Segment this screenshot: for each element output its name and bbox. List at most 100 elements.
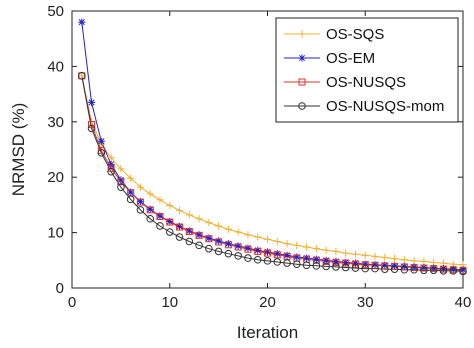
data-point <box>342 259 350 267</box>
data-point <box>410 257 418 265</box>
data-point <box>430 264 438 272</box>
x-tick-label: 40 <box>455 294 472 311</box>
legend-marker <box>298 54 306 62</box>
data-point <box>283 240 291 248</box>
data-point <box>273 251 281 259</box>
data-point <box>234 252 242 260</box>
data-point <box>107 154 115 162</box>
data-point <box>224 249 233 258</box>
data-point <box>234 228 242 236</box>
data-point <box>263 248 272 256</box>
y-tick-label: 20 <box>47 169 64 186</box>
legend-label: OS-NUSQS-mom <box>326 98 444 115</box>
data-point <box>117 176 125 184</box>
data-point <box>146 214 154 223</box>
data-point <box>361 260 369 268</box>
data-point <box>107 164 115 172</box>
data-point <box>224 225 232 233</box>
data-point <box>166 218 174 226</box>
legend-entry: OS-EM <box>284 50 375 67</box>
data-point <box>351 250 360 258</box>
data-point <box>322 256 330 264</box>
data-point <box>175 233 184 241</box>
data-point <box>127 188 135 196</box>
data-point <box>156 222 164 230</box>
data-point <box>322 257 330 265</box>
data-point <box>146 205 154 213</box>
data-point <box>381 262 389 270</box>
y-tick-label: 30 <box>47 114 64 131</box>
data-point <box>215 238 223 246</box>
data-point <box>176 223 184 231</box>
x-tick-label: 20 <box>259 294 276 311</box>
data-point <box>322 262 330 271</box>
data-point <box>224 241 232 249</box>
data-point <box>410 265 418 274</box>
data-point <box>322 246 330 254</box>
data-point <box>429 266 438 275</box>
data-point <box>420 257 428 266</box>
data-point <box>205 219 213 227</box>
data-point <box>195 215 203 223</box>
data-point <box>156 213 164 221</box>
x-axis-title: Iteration <box>237 323 298 342</box>
data-point <box>361 261 369 269</box>
data-point <box>254 233 262 241</box>
data-point <box>342 249 350 257</box>
data-point <box>97 149 106 157</box>
data-point <box>312 255 320 263</box>
data-point <box>312 245 320 253</box>
data-point <box>88 121 96 129</box>
data-point <box>400 265 409 274</box>
data-point <box>136 206 145 214</box>
data-point <box>390 265 399 273</box>
data-point <box>371 264 379 273</box>
data-point <box>195 241 203 250</box>
data-point <box>283 251 291 259</box>
data-point <box>459 267 467 276</box>
data-point <box>342 258 350 267</box>
data-point <box>351 264 360 272</box>
data-point <box>244 245 252 253</box>
data-point <box>312 256 320 264</box>
legend-entry: OS-NUSQS <box>284 74 406 91</box>
legend-marker <box>298 30 306 38</box>
data-point <box>371 252 379 261</box>
data-point <box>215 222 223 230</box>
series-markers-os-nusqs-mom <box>77 72 467 276</box>
data-point <box>410 263 418 271</box>
data-point <box>351 259 360 267</box>
data-point <box>273 258 282 266</box>
data-point <box>185 237 194 246</box>
data-point <box>449 267 458 275</box>
data-point <box>166 201 174 210</box>
data-point <box>439 267 448 275</box>
data-point <box>263 257 272 265</box>
data-point <box>234 243 242 251</box>
data-point <box>254 247 262 255</box>
data-point <box>371 261 379 269</box>
data-point <box>449 265 457 273</box>
data-point <box>97 137 105 145</box>
data-point <box>302 261 311 270</box>
y-axis-title: NRMSD (%) <box>9 103 28 197</box>
x-tick-label: 0 <box>68 294 76 311</box>
data-point <box>166 217 174 226</box>
data-point <box>371 261 379 269</box>
series-markers-os-sqs <box>78 72 467 269</box>
data-point <box>127 174 135 182</box>
series-line-os-sqs <box>81 75 464 266</box>
legend: OS-SQS OS-EM OS-NUSQS OS-NUSQS-mom <box>275 17 459 123</box>
data-point <box>126 195 135 204</box>
data-point <box>87 98 96 107</box>
y-tick-label: 40 <box>47 58 64 75</box>
data-point <box>400 263 408 271</box>
series-lines <box>81 22 464 272</box>
data-point <box>244 254 252 262</box>
data-point <box>303 243 311 251</box>
data-point <box>264 249 271 257</box>
data-point <box>390 255 399 263</box>
legend-label: OS-NUSQS <box>326 74 406 91</box>
data-point <box>263 235 272 243</box>
